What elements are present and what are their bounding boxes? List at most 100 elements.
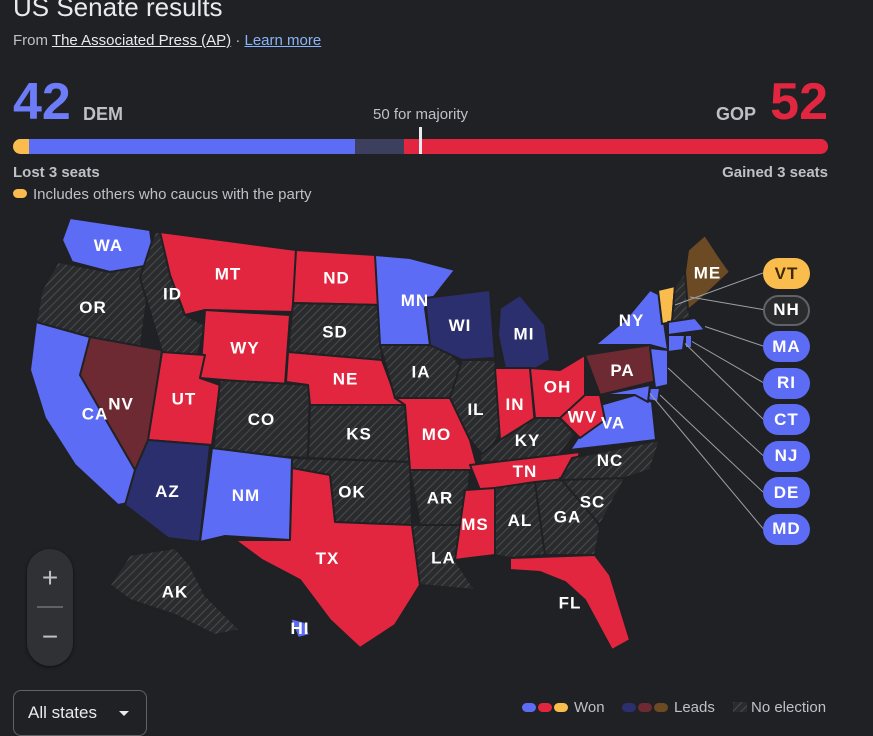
state-label-NY: NY: [619, 311, 645, 330]
state-label-UT: UT: [172, 390, 197, 409]
page-title: US Senate results: [13, 0, 223, 22]
state-label-AK: AK: [162, 583, 189, 602]
legend-dem-leads-swatch: [622, 703, 636, 712]
state-filter-dropdown[interactable]: All states: [13, 690, 147, 736]
state-AZ[interactable]: [124, 439, 211, 543]
state-ME[interactable]: [684, 234, 731, 311]
state-label-IL: IL: [467, 400, 484, 419]
state-label-KS: KS: [346, 425, 372, 444]
callout-line-MA: [704, 326, 764, 347]
callout-NJ[interactable]: NJ: [763, 440, 810, 472]
chevron-down-icon: [119, 711, 129, 716]
bar-segment-dem-leads: [355, 139, 405, 154]
caucus-note-text: Includes others who caucus with the part…: [33, 186, 312, 203]
state-HI[interactable]: [289, 617, 311, 639]
state-NJ[interactable]: [649, 347, 669, 389]
state-NC[interactable]: [559, 439, 661, 481]
zoom-divider: [37, 606, 63, 608]
bar-segment-gop-won: [404, 139, 828, 154]
state-label-FL: FL: [559, 594, 582, 613]
state-label-AZ: AZ: [155, 482, 180, 501]
learn-more-link[interactable]: Learn more: [244, 32, 322, 49]
state-NM[interactable]: [199, 447, 293, 543]
callout-line-NH: [689, 296, 764, 310]
state-label-MT: MT: [215, 265, 242, 284]
legend-ind-leads-swatch: [654, 703, 668, 712]
state-label-NM: NM: [232, 486, 260, 505]
state-MI[interactable]: [497, 294, 551, 373]
callout-CT[interactable]: CT: [763, 404, 810, 435]
gop-label: GOP: [716, 104, 757, 124]
state-label-IA: IA: [412, 363, 431, 382]
state-label-MO: MO: [422, 425, 451, 444]
state-label-WY: WY: [230, 339, 259, 358]
callout-line-DE: [659, 394, 764, 493]
dem-label: DEM: [83, 104, 123, 124]
bar-segment-dem-caucus-others: [13, 139, 30, 154]
state-label-WI: WI: [449, 316, 472, 335]
source-prefix: From: [13, 32, 48, 49]
callout-line-MD: [649, 393, 764, 529]
state-label-ME: ME: [694, 264, 722, 283]
state-label-MN: MN: [401, 291, 429, 310]
zoom-out-button[interactable]: −: [41, 621, 59, 652]
state-TX[interactable]: [234, 467, 421, 649]
callout-line-RI: [691, 341, 764, 383]
callout-MD[interactable]: MD: [763, 513, 810, 545]
state-label-HI: HI: [291, 619, 310, 638]
callout-MA[interactable]: MA: [763, 331, 810, 362]
callout-line-NJ: [667, 367, 764, 456]
state-label-NE: NE: [333, 370, 359, 389]
state-label-VA: VA: [601, 414, 625, 433]
state-label-OH: OH: [544, 378, 572, 397]
state-label-KY: KY: [515, 431, 541, 450]
state-label-NC: NC: [597, 451, 624, 470]
state-RI[interactable]: [684, 334, 693, 349]
majority-marker: [419, 127, 422, 154]
state-label-IN: IN: [506, 395, 525, 414]
caucus-swatch-icon: [13, 189, 27, 198]
callout-line-CT: [684, 343, 764, 420]
state-MA[interactable]: [667, 317, 706, 336]
bar-segment-dem-won: [29, 139, 356, 154]
state-FL[interactable]: [509, 554, 631, 651]
state-label-PA: PA: [610, 361, 634, 380]
source-separator: ·: [235, 32, 241, 49]
legend-no-election: No election: [733, 699, 826, 716]
majority-label: 50 for majority: [373, 106, 469, 123]
state-label-WA: WA: [94, 236, 123, 255]
state-CT[interactable]: [667, 334, 686, 353]
hatch-swatch-icon: [733, 702, 747, 712]
caucus-note: Includes others who caucus with the part…: [13, 186, 311, 203]
state-label-LA: LA: [431, 549, 456, 568]
callout-NH[interactable]: NH: [763, 294, 810, 326]
state-MD[interactable]: [599, 384, 651, 403]
state-label-OK: OK: [338, 483, 366, 502]
legend-leads-label: Leads: [674, 699, 715, 716]
state-label-SC: SC: [580, 493, 606, 512]
state-label-GA: GA: [554, 508, 582, 527]
state-label-CO: CO: [248, 410, 276, 429]
state-label-ND: ND: [323, 269, 350, 288]
source-link[interactable]: The Associated Press (AP): [51, 32, 232, 49]
callout-VT[interactable]: VT: [763, 258, 810, 289]
zoom-in-button[interactable]: +: [41, 562, 59, 593]
state-WV[interactable]: [559, 394, 606, 439]
state-label-TX: TX: [316, 549, 340, 568]
legend-ind-won-swatch: [554, 703, 568, 712]
callout-DE[interactable]: DE: [763, 477, 810, 508]
state-MS[interactable]: [454, 487, 496, 561]
state-label-WV: WV: [568, 408, 597, 427]
gop-seat-count: 52: [770, 73, 828, 131]
legend-gop-won-swatch: [538, 703, 552, 712]
dem-seat-change: Lost 3 seats: [13, 164, 100, 181]
callout-RI[interactable]: RI: [763, 367, 810, 399]
state-label-SD: SD: [322, 323, 348, 342]
gop-seat-change: Gained 3 seats: [722, 164, 828, 181]
legend-dem-won-swatch: [522, 703, 536, 712]
legend-won: Won: [522, 699, 605, 716]
source-line: From The Associated Press (AP) · Learn m…: [13, 32, 321, 49]
state-AK[interactable]: [109, 547, 241, 636]
state-label-AR: AR: [427, 489, 454, 508]
